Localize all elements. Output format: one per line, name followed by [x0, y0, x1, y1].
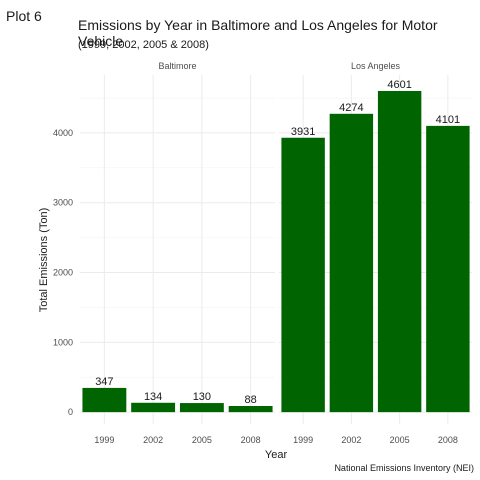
x-tick-label: 1999 [293, 435, 313, 445]
bar-los-angeles-2002 [329, 113, 374, 413]
bar-baltimore-2008 [228, 405, 273, 413]
y-tick-label: 3000 [53, 198, 73, 208]
x-tick-label: 2005 [192, 435, 212, 445]
x-tick-label: 2005 [390, 435, 410, 445]
y-tick-label: 1000 [53, 337, 73, 347]
x-tick-label: 1999 [94, 435, 114, 445]
facet-label-los-angeles: Los Angeles [351, 61, 401, 71]
chart-title: Emissions by Year in Baltimore and Los A… [78, 17, 438, 49]
x-tick-label: 2002 [341, 435, 361, 445]
bar-baltimore-2005 [179, 403, 224, 413]
y-tick-label: 0 [68, 407, 73, 417]
bar-baltimore-2002 [131, 402, 176, 413]
data-label-los-angeles-2005: 4601 [387, 79, 411, 91]
data-label-baltimore-2002: 134 [144, 391, 162, 403]
data-label-baltimore-1999: 347 [95, 376, 113, 388]
x-tick-label: 2002 [143, 435, 163, 445]
x-tick-label: 2008 [438, 435, 458, 445]
data-label-los-angeles-2002: 4274 [339, 102, 363, 114]
bar-baltimore-1999 [82, 387, 127, 413]
data-label-baltimore-2008: 88 [245, 394, 257, 406]
bar-los-angeles-2008 [426, 125, 470, 413]
y-axis-title: Total Emissions (Ton) [38, 208, 50, 313]
x-tick-label: 2008 [241, 435, 261, 445]
bar-los-angeles-1999 [281, 137, 325, 413]
chart-subtitle: (1999, 2002, 2005 & 2008) [78, 39, 209, 51]
data-label-los-angeles-1999: 3931 [291, 126, 315, 138]
chart-caption: National Emissions Inventory (NEI) [334, 463, 474, 473]
data-label-baltimore-2005: 130 [193, 391, 211, 403]
y-tick-label: 2000 [53, 268, 73, 278]
data-label-los-angeles-2008: 4101 [436, 114, 460, 126]
plot-tag: Plot 6 [6, 8, 42, 24]
bar-los-angeles-2005 [377, 90, 422, 413]
facet-label-baltimore: Baltimore [158, 61, 196, 71]
y-tick-label: 4000 [53, 128, 73, 138]
x-axis-title: Year [265, 449, 288, 461]
